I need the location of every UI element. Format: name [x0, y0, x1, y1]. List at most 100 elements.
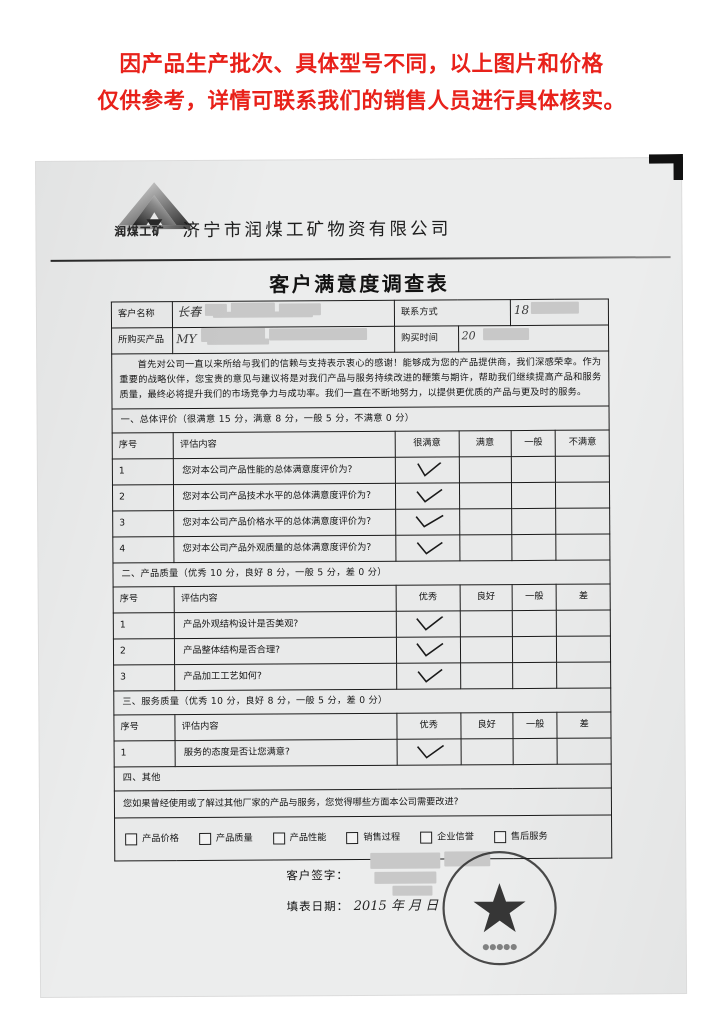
answer-cell-opt-1[interactable]: [396, 610, 460, 637]
col-header-opt-1: 优秀: [396, 712, 461, 739]
checkbox-label: 销售过程: [363, 831, 401, 843]
answer-cell-opt-3[interactable]: [512, 610, 557, 637]
answer-cell-opt-3[interactable]: [511, 508, 557, 535]
date-label: 填表日期：: [286, 899, 350, 914]
checkbox-item[interactable]: 售后服务: [493, 830, 548, 843]
col-header-content: 评估内容: [173, 430, 396, 459]
answer-cell-opt-4[interactable]: [556, 507, 610, 535]
answer-cell-opt-3[interactable]: [511, 456, 556, 483]
row-index: 1: [113, 612, 175, 639]
row-index: 4: [112, 536, 175, 563]
col-header-index: 序号: [113, 714, 176, 741]
checkbox-icon[interactable]: [420, 831, 433, 844]
handwriting-purchase-date: 20: [461, 329, 476, 343]
answer-cell-opt-4[interactable]: [556, 635, 611, 663]
checkbox-item[interactable]: 销售过程: [346, 831, 400, 844]
value-purchased-product: MY: [172, 326, 395, 354]
answer-cell-opt-1[interactable]: [396, 662, 461, 689]
value-customer-name: 长春: [172, 300, 395, 328]
col-header-content: 评估内容: [174, 584, 397, 613]
logo-wordmark: 润煤工矿: [114, 224, 165, 239]
answer-cell-opt-3[interactable]: [512, 636, 558, 663]
answer-cell-opt-2[interactable]: [460, 738, 514, 765]
section-2-title: 二、产品质量（优秀 10 分，良好 8 分，一般 5 分，差 0 分）: [112, 559, 611, 587]
answer-cell-opt-1[interactable]: [395, 482, 460, 509]
row-index: 3: [112, 510, 175, 537]
answer-cell-opt-2[interactable]: [459, 610, 513, 637]
survey-form-table: 客户名称 长春 联系方式 18 所购买产品: [110, 298, 613, 862]
table-row: 4 您对本公司产品外观质量的总体满意度评价为?: [112, 533, 610, 563]
checkbox-icon[interactable]: [493, 830, 506, 843]
answer-cell-opt-3[interactable]: [512, 738, 558, 765]
answer-cell-opt-2[interactable]: [460, 662, 513, 689]
answer-cell-opt-1[interactable]: [395, 534, 460, 561]
label-contact: 联系方式: [394, 299, 511, 327]
checkbox-item[interactable]: 产品价格: [125, 833, 179, 846]
section-1-header-row: 一、总体评价（很满意 15 分，满意 8 分，一般 5 分，不满意 0 分）: [112, 405, 610, 433]
col-header-opt-3: 一般: [512, 584, 557, 611]
col-header-opt-4: 差: [557, 711, 612, 739]
col-header-opt-2: 良好: [459, 584, 513, 611]
customer-info-row-2: 所购买产品 MY 购买时间 20: [111, 324, 609, 355]
checkbox-icon[interactable]: [125, 833, 138, 846]
handwriting-product: MY: [176, 331, 197, 347]
checkmark-icon: [417, 541, 444, 555]
intro-paragraph: 首先对公司一直以来所给与我们的信赖与支持表示衷心的感谢！能够成为您的产品提供商，…: [111, 350, 610, 409]
answer-cell-opt-4[interactable]: [557, 737, 612, 765]
company-name: 济宁市润煤工矿物资有限公司: [182, 219, 452, 242]
answer-cell-opt-3[interactable]: [511, 534, 557, 561]
answer-cell-opt-2[interactable]: [458, 456, 512, 483]
section-1-title: 一、总体评价（很满意 15 分，满意 8 分，一般 5 分，不满意 0 分）: [112, 405, 610, 433]
table-row: 2 产品整体结构是否合理?: [113, 635, 611, 665]
letterhead: 润煤工矿 济宁市润煤工矿物资有限公司 客户满意度调查表: [36, 170, 681, 297]
answer-cell-opt-2[interactable]: [459, 482, 512, 509]
checkbox-item[interactable]: 产品质量: [198, 832, 253, 845]
answer-cell-opt-1[interactable]: [395, 508, 460, 535]
promo-banner-line-2: 仅供参考，详情可联系我们的销售人员进行具体核实。: [97, 89, 626, 114]
promo-banner-line-1: 因产品生产批次、具体型号不同，以上图片和价格: [119, 52, 604, 77]
answer-cell-opt-2[interactable]: [459, 636, 513, 663]
answer-cell-opt-4[interactable]: [555, 455, 610, 483]
checkbox-item[interactable]: 企业信誉: [420, 831, 474, 844]
checkmark-icon: [415, 514, 444, 528]
section-2-header-row: 二、产品质量（优秀 10 分，良好 8 分，一般 5 分，差 0 分）: [112, 559, 611, 587]
answer-cell-opt-3[interactable]: [511, 482, 557, 509]
checkmark-icon: [417, 744, 445, 759]
checkbox-icon[interactable]: [346, 831, 359, 844]
answer-cell-opt-4[interactable]: [556, 533, 610, 561]
section-1-column-header-row: 序号 评估内容 很满意 满意 一般 不满意: [112, 429, 610, 459]
row-question: 产品外观结构设计是否美观?: [174, 610, 397, 639]
checkmark-icon: [416, 488, 443, 503]
checkbox-item[interactable]: 产品性能: [272, 832, 327, 845]
redaction-block: [207, 338, 270, 345]
col-header-opt-4: 不满意: [555, 429, 610, 457]
checkbox-label: 产品质量: [215, 832, 253, 844]
section-2-column-header-row: 序号 评估内容 优秀 良好 一般 差: [113, 583, 611, 613]
checkbox-icon[interactable]: [198, 832, 211, 845]
answer-cell-opt-1[interactable]: [396, 636, 461, 663]
svg-text:●●●●●: ●●●●●: [482, 942, 517, 951]
col-header-content: 评估内容: [175, 712, 398, 741]
redaction-block: [392, 885, 433, 896]
company-logo-icon: [112, 179, 196, 242]
checkbox-label: 产品价格: [142, 832, 179, 844]
answer-cell-opt-4[interactable]: [556, 609, 611, 637]
answer-cell-opt-1[interactable]: [397, 738, 461, 765]
row-index: 2: [112, 484, 174, 511]
answer-cell-opt-2[interactable]: [459, 534, 512, 561]
section-3-column-header-row: 序号 评估内容 优秀 良好 一般 差: [113, 711, 612, 741]
col-header-opt-2: 满意: [458, 430, 512, 457]
answer-cell-opt-4[interactable]: [557, 661, 611, 689]
table-row: 2 您对本公司产品技术水平的总体满意度评价为?: [112, 481, 610, 511]
section-4-title: 四、其他: [114, 763, 612, 791]
answer-cell-opt-3[interactable]: [512, 662, 558, 689]
table-row: 3 您对本公司产品价格水平的总体满意度评价为?: [112, 507, 610, 537]
row-index: 1: [112, 458, 174, 485]
answer-cell-opt-1[interactable]: [395, 456, 460, 483]
scanned-document: 润煤工矿 济宁市润煤工矿物资有限公司 客户满意度调查表 客户名称 长春: [36, 158, 687, 997]
answer-cell-opt-4[interactable]: [555, 481, 610, 509]
answer-cell-opt-2[interactable]: [459, 508, 512, 535]
checkbox-icon[interactable]: [272, 832, 285, 845]
col-header-opt-3: 一般: [512, 712, 558, 739]
